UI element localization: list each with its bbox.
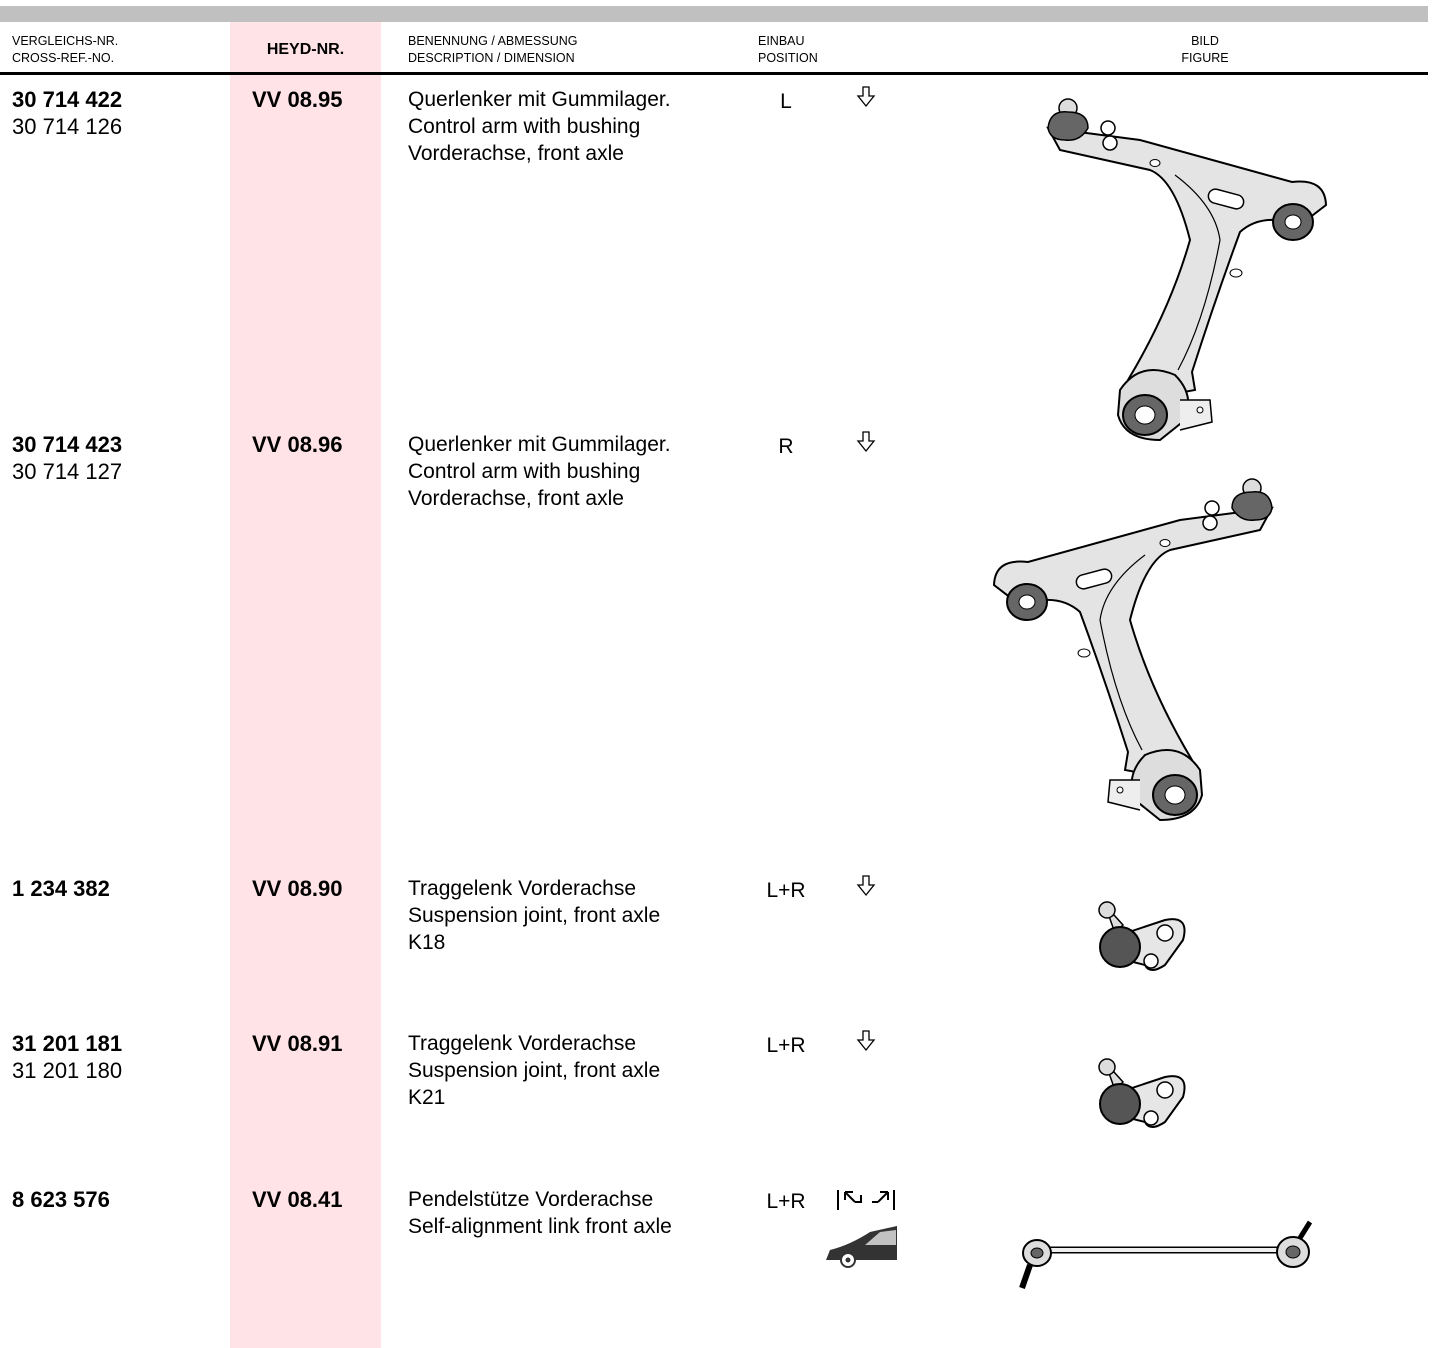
- description: Control arm with bushing: [408, 115, 641, 138]
- cross-ref: 1 234 382: [12, 876, 110, 901]
- description: Control arm with bushing: [408, 460, 641, 483]
- cross-ref: 8 623 576: [12, 1187, 110, 1212]
- position: L+R: [766, 879, 806, 902]
- position-icons: [826, 86, 897, 1268]
- top-bar: [0, 6, 1428, 22]
- header-rule: [0, 72, 1428, 75]
- link-figure: [1019, 1220, 1313, 1289]
- heyd-number: VV 08.91: [252, 1031, 343, 1056]
- description: Pendelstütze Vorderachse: [408, 1188, 654, 1211]
- description: Self-alignment link front axle: [408, 1215, 672, 1238]
- description: K21: [408, 1086, 446, 1109]
- header-text: FIGURE: [1181, 51, 1229, 65]
- header-text: CROSS-REF.-NO.: [12, 51, 115, 65]
- description: K18: [408, 931, 446, 954]
- description: Suspension joint, front axle: [408, 904, 661, 927]
- description: Traggelenk Vorderachse: [408, 1032, 637, 1055]
- cross-ref: 31 201 181: [12, 1031, 123, 1056]
- header-cross-ref: VERGLEICHS-NR. CROSS-REF.-NO.: [12, 33, 118, 67]
- position: L: [780, 90, 792, 113]
- position: L+R: [766, 1190, 806, 1213]
- header-text: EINBAU: [758, 34, 805, 48]
- header-description: BENENNUNG / ABMESSUNG DESCRIPTION / DIMEN…: [408, 33, 577, 67]
- description: Querlenker mit Gummilager.: [408, 88, 671, 111]
- heyd-column: [230, 22, 381, 1348]
- cross-ref: 30 714 126: [12, 114, 123, 139]
- header-text: BENENNUNG / ABMESSUNG: [408, 34, 578, 48]
- description: Traggelenk Vorderachse: [408, 877, 637, 900]
- header-figure: BILD FIGURE: [1150, 33, 1260, 67]
- heyd-number: VV 08.95: [252, 87, 343, 112]
- description: Suspension joint, front axle: [408, 1059, 661, 1082]
- header-text: BILD: [1191, 34, 1219, 48]
- description: Vorderachse, front axle: [408, 487, 624, 510]
- header-position: EINBAU POSITION: [758, 33, 818, 67]
- header-text: VERGLEICHS-NR.: [12, 34, 119, 48]
- header-text: DESCRIPTION / DIMENSION: [408, 51, 575, 65]
- position: L+R: [766, 1034, 806, 1057]
- heyd-number: VV 08.96: [252, 432, 343, 457]
- cross-ref: 30 714 127: [12, 459, 123, 484]
- header-heyd: HEYD-NR.: [266, 41, 345, 58]
- cross-ref: 31 201 180: [12, 1058, 123, 1083]
- cross-ref: 30 714 423: [12, 432, 123, 457]
- heyd-number: VV 08.90: [252, 876, 343, 901]
- description: Vorderachse, front axle: [408, 142, 624, 165]
- description: Querlenker mit Gummilager.: [408, 433, 671, 456]
- position: R: [778, 435, 794, 458]
- heyd-number: VV 08.41: [252, 1187, 343, 1212]
- cross-ref: 30 714 422: [12, 87, 123, 112]
- header-text: POSITION: [758, 51, 818, 65]
